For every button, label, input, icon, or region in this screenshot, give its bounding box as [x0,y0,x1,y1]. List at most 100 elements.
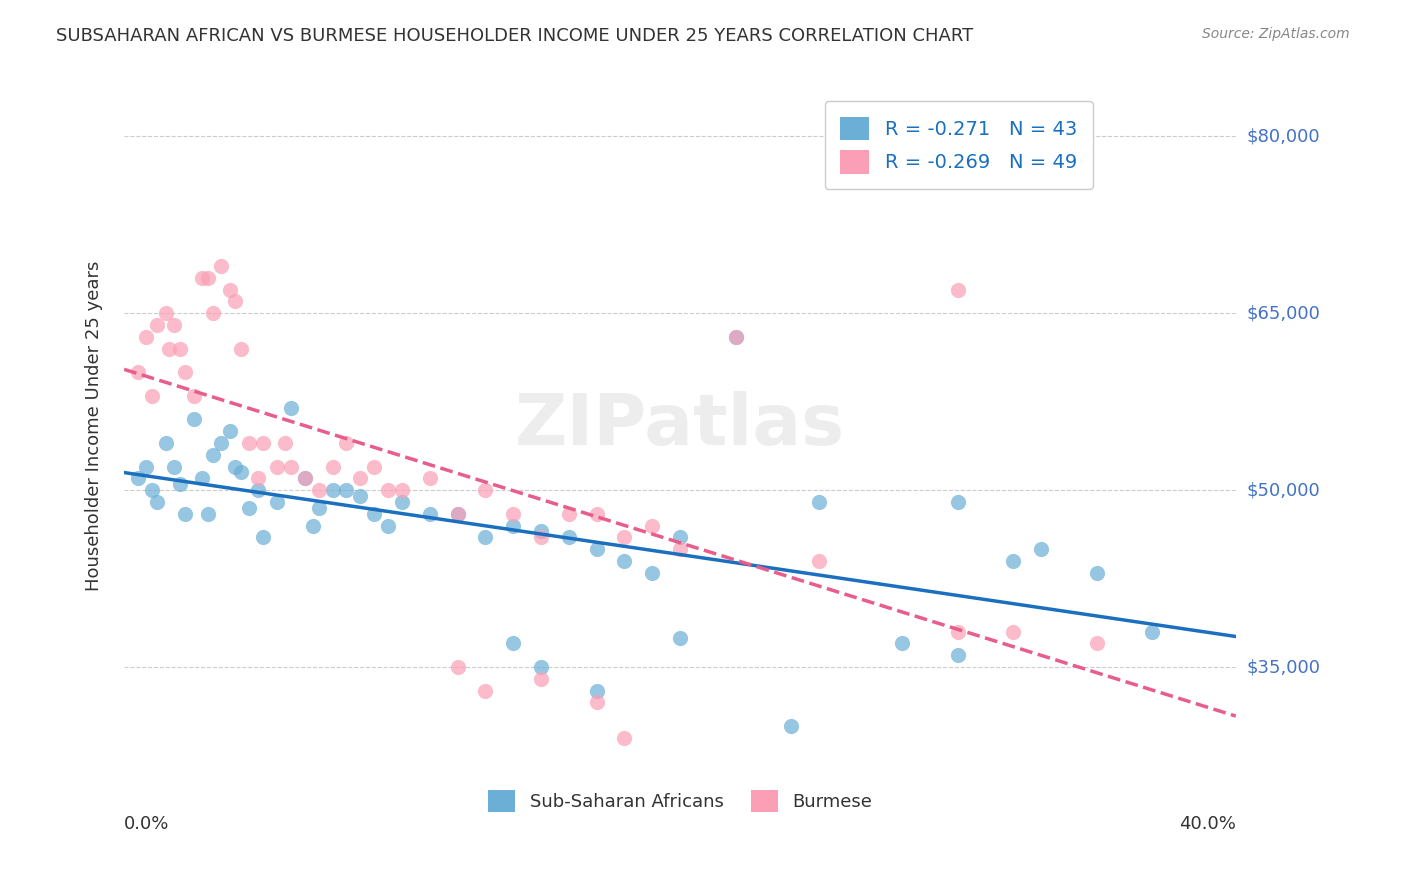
Point [1085,636,1108,650]
Point [266,495,288,509]
Point [191,471,214,485]
Point [197,507,219,521]
Point [218,424,240,438]
Point [502,636,524,650]
Point [502,518,524,533]
Point [585,542,607,557]
Point [530,672,553,686]
Point [308,483,330,498]
Point [322,483,344,498]
Point [302,518,325,533]
Point [946,624,969,639]
Point [174,507,197,521]
Point [174,365,197,379]
Point [363,507,385,521]
Point [1031,542,1053,557]
Point [377,518,399,533]
Point [446,660,468,674]
Point [780,719,803,733]
Text: 40.0%: 40.0% [1178,815,1236,833]
Text: 0.0%: 0.0% [124,815,170,833]
Point [218,283,240,297]
Point [146,318,169,332]
Point [807,554,830,568]
Point [613,530,636,544]
Text: $50,000: $50,000 [1247,481,1320,500]
Point [163,318,186,332]
Point [274,436,297,450]
Point [246,471,269,485]
Text: ZIPatlas: ZIPatlas [515,391,845,459]
Point [1002,624,1025,639]
Point [169,477,191,491]
Point [1142,624,1164,639]
Point [224,459,246,474]
Point [349,489,371,503]
Point [585,507,607,521]
Point [891,636,914,650]
Point [280,401,302,415]
Point [585,683,607,698]
Point [669,530,692,544]
Point [641,566,664,580]
Point [229,342,252,356]
Point [183,389,205,403]
Point [127,365,149,379]
Point [1002,554,1025,568]
Legend: Sub-Saharan Africans, Burmese: Sub-Saharan Africans, Burmese [474,776,886,827]
Text: $80,000: $80,000 [1247,128,1320,145]
Point [335,436,357,450]
Point [202,306,225,320]
Point [155,306,177,320]
Point [363,459,385,474]
Point [229,466,252,480]
Point [530,524,553,539]
Point [202,448,225,462]
Point [419,507,441,521]
Point [280,459,302,474]
Point [191,271,214,285]
Point [146,495,169,509]
Point [446,507,468,521]
Point [266,459,288,474]
Point [558,507,581,521]
Point [807,495,830,509]
Point [724,330,747,344]
Point [322,459,344,474]
Point [391,483,413,498]
Point [335,483,357,498]
Point [724,330,747,344]
Point [252,436,274,450]
Point [391,495,413,509]
Point [197,271,219,285]
Point [141,483,163,498]
Y-axis label: Householder Income Under 25 years: Householder Income Under 25 years [86,260,103,591]
Point [585,695,607,709]
Point [238,436,260,450]
Point [252,530,274,544]
Point [127,471,149,485]
Text: SUBSAHARAN AFRICAN VS BURMESE HOUSEHOLDER INCOME UNDER 25 YEARS CORRELATION CHAR: SUBSAHARAN AFRICAN VS BURMESE HOUSEHOLDE… [56,27,973,45]
Point [474,683,496,698]
Point [294,471,316,485]
Point [613,554,636,568]
Point [669,631,692,645]
Point [558,530,581,544]
Point [294,471,316,485]
Point [502,507,524,521]
Point [474,483,496,498]
Text: $35,000: $35,000 [1247,658,1320,676]
Point [946,283,969,297]
Point [308,500,330,515]
Point [183,412,205,426]
Point [474,530,496,544]
Point [1085,566,1108,580]
Point [224,294,246,309]
Point [135,330,157,344]
Point [530,530,553,544]
Point [209,259,232,273]
Point [946,648,969,663]
Text: Source: ZipAtlas.com: Source: ZipAtlas.com [1202,27,1350,41]
Point [419,471,441,485]
Point [530,660,553,674]
